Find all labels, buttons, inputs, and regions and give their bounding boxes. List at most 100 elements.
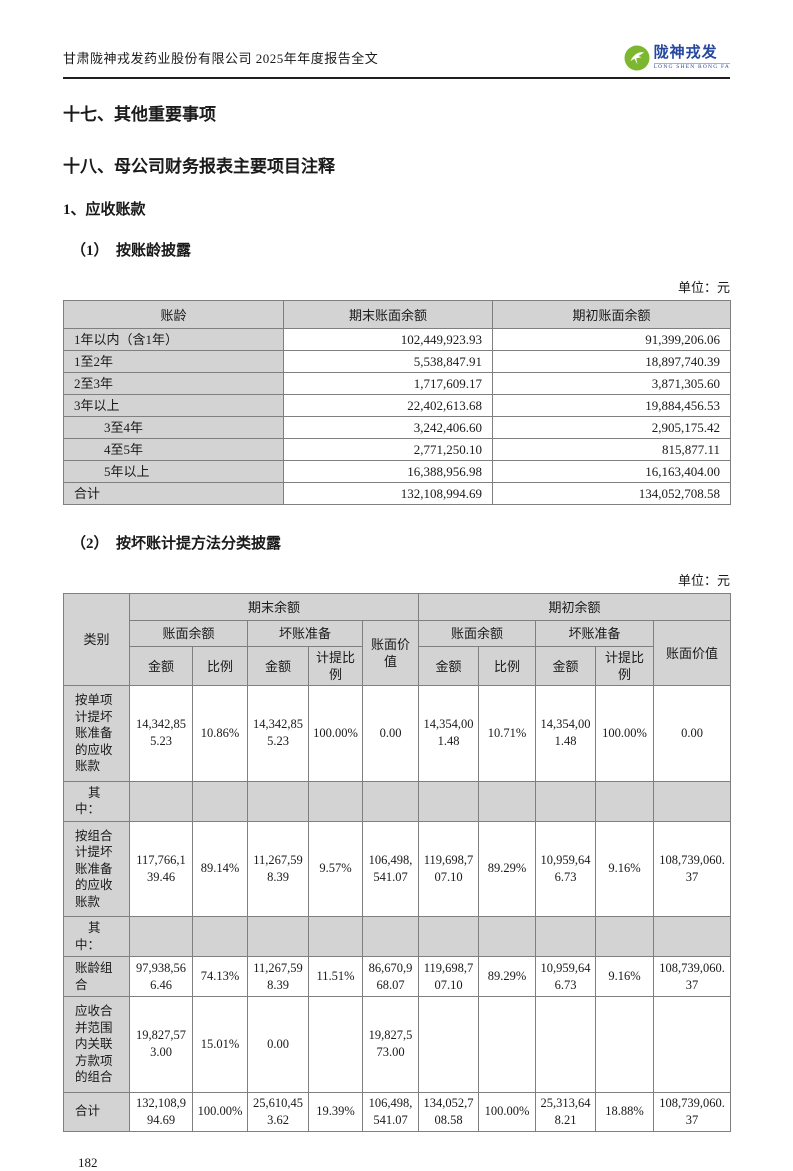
value-cell: 132,108,994.69 [129, 1091, 193, 1132]
category-cell: 按单项计提坏账准备的应收账款 [63, 685, 130, 782]
value-cell [308, 780, 363, 822]
value-cell: 14,354,001.48 [535, 685, 597, 782]
ending-balance-cell: 3,242,406.60 [283, 416, 493, 439]
value-cell [247, 780, 309, 822]
value-cell: 100.00% [192, 1091, 248, 1132]
unit-label-2: 单位：元 [677, 573, 730, 588]
value-cell: 10,959,646.73 [535, 820, 597, 917]
logo-company-name: 陇神戎发 [653, 44, 718, 61]
value-cell: 25,610,453.62 [247, 1091, 309, 1132]
value-cell: 10,959,646.73 [535, 956, 597, 997]
beginning-balance-col-header: 期初账面余额 [492, 300, 731, 329]
value-cell: 108,739,060.37 [653, 956, 732, 997]
value-cell: 108,739,060.37 [653, 1091, 732, 1132]
amount-header-begin-bad: 金额 [535, 646, 597, 686]
unit-label-1: 单位：元 [677, 280, 730, 295]
aging-table-row: 3年以上 22,402,613.68 19,884,456.53 [63, 394, 731, 417]
amount-header-end-bad: 金额 [247, 646, 309, 686]
method-table-row: 按组合计提坏账准备的应收账款 117,766,139.46 89.14% 11,267… [63, 820, 732, 917]
ending-balance-cell: 102,449,923.93 [283, 328, 493, 351]
value-cell: 9.16% [595, 820, 655, 917]
value-cell [535, 916, 597, 957]
value-cell: 19.39% [308, 1091, 363, 1132]
value-cell: 10.71% [478, 685, 537, 782]
beginning-balance-cell: 3,871,305.60 [492, 372, 731, 395]
value-cell: 14,342,855.23 [247, 685, 309, 782]
aging-label-cell: 5年以上 [63, 460, 284, 483]
section-18-heading: 十八、母公司财务报表主要项目注释 [63, 157, 335, 176]
aging-table-row: 合计 132,108,994.69 134,052,708.58 [63, 482, 731, 505]
category-cell: 其中： [63, 916, 130, 957]
value-cell: 11,267,598.39 [247, 956, 309, 997]
value-cell: 89.14% [192, 820, 248, 917]
beginning-balance-cell: 134,052,708.58 [492, 482, 731, 505]
category-cell: 账龄组合 [63, 956, 130, 997]
method-header-row-1: 类别 期末余额 期初余额 [63, 593, 732, 686]
sub-heading-1: （1） 按账龄披露 [71, 243, 192, 259]
provision-method-table: 类别 期末余额 期初余额 账面余额 坏账准备 账面价值 账面余额 坏账准备 账面… [63, 593, 732, 1132]
beginning-balance-cell: 18,897,740.39 [492, 350, 731, 373]
logo-text: 陇神戎发 LONG SHEN RONG FA [653, 44, 730, 71]
value-cell [308, 996, 363, 1093]
value-cell [418, 916, 480, 957]
aging-disclosure-table: 账龄 期末账面余额 期初账面余额 1年以内（含1年） 102,449,923.93… [63, 300, 731, 505]
company-logo: 陇神戎发 LONG SHEN RONG FA [624, 45, 730, 71]
value-cell: 86,670,968.07 [361, 956, 420, 997]
value-cell [478, 916, 537, 957]
value-cell: 14,354,001.48 [418, 685, 480, 782]
category-cell: 应收合并范围内关联方款项的组合 [63, 996, 130, 1093]
provision-ratio-header-end: 计提比例 [308, 646, 363, 686]
document-header: 甘肃陇神戎发药业股份有限公司 2025年年度报告全文 陇神戎发 LONG SHE… [63, 45, 730, 79]
value-cell: 119,698,707.10 [418, 820, 480, 917]
aging-table-row: 1年以内（含1年） 102,449,923.93 91,399,206.06 [63, 328, 731, 351]
value-cell: 15.01% [192, 996, 248, 1093]
ending-balance-cell: 132,108,994.69 [283, 482, 493, 505]
report-title: 甘肃陇神戎发药业股份有限公司 2025年年度报告全文 [63, 51, 379, 66]
logo-bird-icon [624, 45, 650, 71]
value-cell [129, 780, 193, 822]
ending-balance-cell: 5,538,847.91 [283, 350, 493, 373]
aging-table-row: 4至5年 2,771,250.10 815,877.11 [63, 438, 731, 461]
value-cell [478, 996, 537, 1093]
amount-header-end-book: 金额 [129, 646, 193, 686]
section-17-heading: 十七、其他重要事项 [63, 105, 216, 124]
aging-table-row: 1至2年 5,538,847.91 18,897,740.39 [63, 350, 731, 373]
value-cell: 25,313,648.21 [535, 1091, 597, 1132]
value-cell: 9.16% [595, 956, 655, 997]
value-cell: 106,498,541.07 [361, 820, 420, 917]
aging-table-row: 5年以上 16,388,956.98 16,163,404.00 [63, 460, 731, 483]
book-balance-header-end: 账面余额 [129, 620, 248, 647]
ratio-header-end: 比例 [192, 646, 248, 686]
amount-header-begin-book: 金额 [418, 646, 480, 686]
category-cell: 按组合计提坏账准备的应收账款 [63, 820, 130, 917]
value-cell [653, 780, 732, 822]
value-cell [653, 916, 732, 957]
value-cell: 11.51% [308, 956, 363, 997]
method-section-row: 其中： [63, 780, 732, 822]
ending-balance-cell: 16,388,956.98 [283, 460, 493, 483]
method-table-row: 应收合并范围内关联方款项的组合 19,827,573.00 15.01% 0.00 19… [63, 996, 732, 1093]
aging-col-header: 账龄 [63, 300, 284, 329]
value-cell [478, 780, 537, 822]
page-number: 182 [78, 1154, 98, 1170]
value-cell: 100.00% [595, 685, 655, 782]
value-cell: 100.00% [308, 685, 363, 782]
value-cell: 89.29% [478, 820, 537, 917]
book-balance-header-begin: 账面余额 [418, 620, 537, 647]
aging-label-cell: 3至4年 [63, 416, 284, 439]
aging-label-cell: 合计 [63, 482, 284, 505]
beginning-balance-cell: 16,163,404.00 [492, 460, 731, 483]
beginning-balance-cell: 91,399,206.06 [492, 328, 731, 351]
value-cell [595, 996, 655, 1093]
aging-label-cell: 4至5年 [63, 438, 284, 461]
value-cell: 14,342,855.23 [129, 685, 193, 782]
value-cell: 19,827,573.00 [129, 996, 193, 1093]
value-cell: 74.13% [192, 956, 248, 997]
value-cell: 0.00 [361, 685, 420, 782]
bad-debt-header-end: 坏账准备 [247, 620, 363, 647]
ending-balance-cell: 1,717,609.17 [283, 372, 493, 395]
aging-label-cell: 1至2年 [63, 350, 284, 373]
value-cell [129, 916, 193, 957]
value-cell [595, 916, 655, 957]
beginning-balance-group-header: 期初余额 [418, 593, 732, 621]
